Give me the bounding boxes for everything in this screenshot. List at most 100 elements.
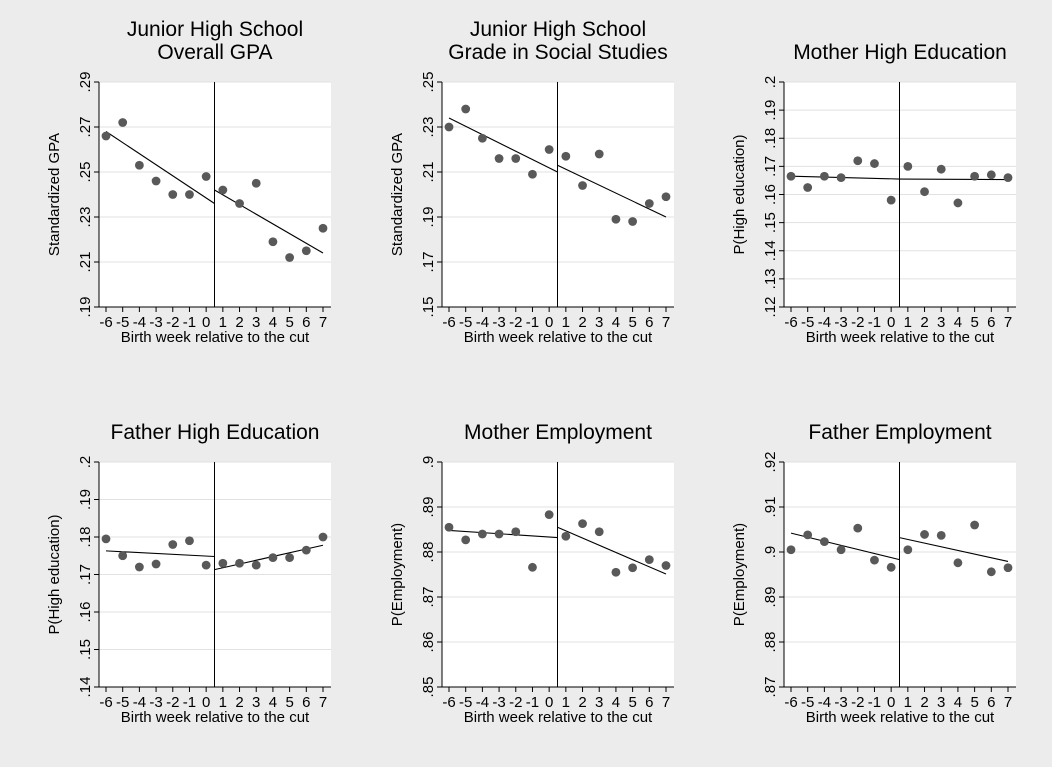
data-point [870,159,879,168]
data-point [528,169,537,179]
x-tick-label: 4 [612,694,620,711]
data-point [118,118,128,127]
x-tick-label: 5 [970,694,978,711]
y-tick-label: .89 [420,497,437,518]
data-point [461,535,471,545]
data-point [561,151,571,161]
data-point [611,214,621,224]
y-axis-label: P(High education) [46,514,63,634]
x-tick-label: 2 [920,694,928,711]
x-tick-label: -3 [149,694,162,711]
x-tick-label: -6 [442,694,455,711]
data-point [578,181,587,190]
x-tick-label: 6 [645,314,653,331]
y-tick-label: .19 [762,100,779,121]
data-point [819,171,829,181]
data-point [301,545,311,555]
panel-4: .14 .15 .16 .17 .18 .19 .2 -6 -5 -4 -3 -2 -1 0 1 2 3 4 5 6 7… [46,421,331,726]
x-tick-label: 0 [545,694,553,711]
data-point [886,195,896,205]
data-point [101,131,111,141]
data-point [594,149,604,159]
y-tick-label: .23 [420,117,437,138]
data-point [644,555,654,565]
y-tick-label: .2 [77,456,94,469]
x-tick-label: 5 [970,314,978,331]
data-point [511,154,521,163]
x-tick-label: 7 [1004,694,1012,711]
y-axis-label: P(Employment) [731,523,748,626]
x-tick-label: 1 [219,694,227,711]
x-tick-label: 4 [954,314,962,331]
data-point [134,562,144,572]
data-point [628,217,638,226]
y-tick-label: .18 [762,128,779,149]
x-tick-label: 0 [202,314,210,331]
x-tick-label: 7 [1004,314,1012,331]
data-point [151,176,161,186]
x-tick-label: 7 [319,314,327,331]
x-tick-label: -1 [183,314,196,331]
data-point [853,523,863,533]
y-tick-label: .87 [420,587,437,608]
data-point [544,145,554,154]
data-point [218,558,228,568]
y-tick-label: .87 [762,677,779,698]
data-point [168,540,178,549]
x-tick-label: -4 [476,314,489,331]
x-tick-label: 7 [662,314,670,331]
x-tick-label: 6 [645,694,653,711]
data-point [134,160,144,170]
y-axis-label: Standardized GPA [46,133,63,256]
x-tick-label: -3 [149,314,162,331]
data-point [218,185,228,195]
data-point [936,164,946,174]
data-point [251,178,261,188]
data-point [936,530,946,540]
panel-title: Father High Education [111,421,320,444]
x-tick-label: 1 [219,314,227,331]
y-tick-label: .25 [420,72,437,93]
x-tick-label: 1 [562,694,570,711]
data-point [920,530,929,539]
data-point [544,510,554,520]
panel-3: .12 .13 .14 .15 .16 .17 .18 .19 .2 -6 -5 -4 -3 -2 -1 0 1… [731,41,1016,346]
y-tick-label: .14 [762,240,779,261]
data-point [853,156,863,166]
data-point [661,561,671,570]
data-point [611,567,621,577]
x-tick-label: -4 [133,694,146,711]
data-point [118,551,128,561]
data-point [494,529,504,539]
data-point [285,253,295,262]
data-point [819,537,829,547]
data-point [953,198,963,208]
x-tick-label: 3 [937,314,945,331]
y-tick-label: .16 [77,602,94,623]
x-tick-label: -3 [492,314,505,331]
data-point [803,183,813,192]
y-axis-label: Standardized GPA [389,133,406,256]
data-point [644,199,654,208]
data-point [318,223,328,233]
x-tick-label: -5 [801,694,814,711]
x-tick-label: -2 [851,694,864,711]
y-tick-label: .9 [420,456,437,469]
x-tick-label: -1 [526,314,539,331]
data-point [786,545,796,555]
data-point [201,172,211,181]
panel-title: Overall GPA [157,41,272,64]
y-tick-label: .29 [77,72,94,93]
x-axis-label: Birth week relative to the cut [121,329,310,346]
y-tick-label: .9 [762,546,779,559]
data-point [494,154,504,163]
data-point [1003,563,1013,573]
x-tick-label: 2 [578,314,586,331]
x-tick-label: -4 [818,314,831,331]
y-tick-label: .2 [762,76,779,89]
x-tick-label: -1 [868,314,881,331]
panel-6: .87 .88 .89 .9 .91 .92 -6 -5 -4 -3 -2 -1 0 1 2 3 4 5 6 7 Fat… [731,421,1016,726]
panel-title: Junior High School [127,18,303,41]
x-tick-label: 3 [595,694,603,711]
